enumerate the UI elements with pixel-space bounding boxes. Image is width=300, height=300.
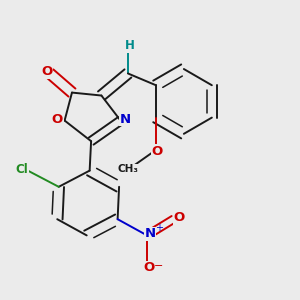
Text: CH₃: CH₃	[117, 164, 138, 174]
Text: O: O	[174, 211, 185, 224]
Text: N: N	[144, 227, 156, 240]
Text: −: −	[154, 261, 164, 271]
Text: H: H	[124, 39, 134, 52]
Text: Cl: Cl	[16, 163, 28, 176]
Text: N: N	[119, 112, 130, 126]
Text: +: +	[155, 223, 163, 233]
Text: O: O	[152, 145, 163, 158]
Text: O: O	[52, 112, 63, 126]
Text: O: O	[143, 261, 154, 274]
Text: O: O	[41, 65, 52, 79]
